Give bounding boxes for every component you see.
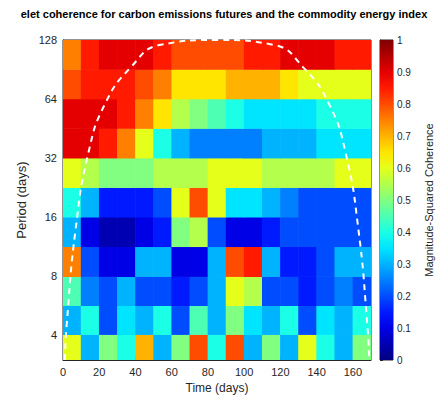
svg-text:0.7: 0.7 bbox=[397, 131, 411, 142]
svg-text:0.8: 0.8 bbox=[397, 99, 411, 110]
svg-text:32: 32 bbox=[45, 152, 57, 164]
svg-text:64: 64 bbox=[45, 93, 57, 105]
svg-text:Time (days): Time (days) bbox=[186, 381, 249, 395]
svg-text:0.6: 0.6 bbox=[397, 163, 411, 174]
svg-text:1: 1 bbox=[397, 35, 403, 46]
svg-text:Period (days): Period (days) bbox=[14, 161, 29, 238]
svg-text:128: 128 bbox=[39, 34, 57, 46]
svg-text:20: 20 bbox=[93, 366, 105, 378]
svg-text:0.9: 0.9 bbox=[397, 67, 411, 78]
svg-text:60: 60 bbox=[166, 366, 178, 378]
svg-text:100: 100 bbox=[235, 366, 253, 378]
svg-text:0.2: 0.2 bbox=[397, 291, 411, 302]
svg-text:16: 16 bbox=[45, 211, 57, 223]
svg-text:elet coherence for carbon emis: elet coherence for carbon emissions futu… bbox=[21, 8, 428, 20]
svg-text:120: 120 bbox=[271, 366, 289, 378]
svg-text:0.3: 0.3 bbox=[397, 259, 411, 270]
svg-text:0.4: 0.4 bbox=[397, 227, 411, 238]
svg-text:0.1: 0.1 bbox=[397, 323, 411, 334]
svg-text:4: 4 bbox=[51, 329, 57, 341]
svg-text:Magnitude-Squared Coherence: Magnitude-Squared Coherence bbox=[423, 123, 435, 277]
svg-text:140: 140 bbox=[307, 366, 325, 378]
svg-text:0.5: 0.5 bbox=[397, 195, 411, 206]
svg-text:40: 40 bbox=[129, 366, 141, 378]
svg-text:160: 160 bbox=[344, 366, 362, 378]
svg-text:8: 8 bbox=[51, 270, 57, 282]
svg-text:80: 80 bbox=[202, 366, 214, 378]
svg-text:0: 0 bbox=[60, 366, 66, 378]
svg-text:0: 0 bbox=[397, 355, 403, 366]
